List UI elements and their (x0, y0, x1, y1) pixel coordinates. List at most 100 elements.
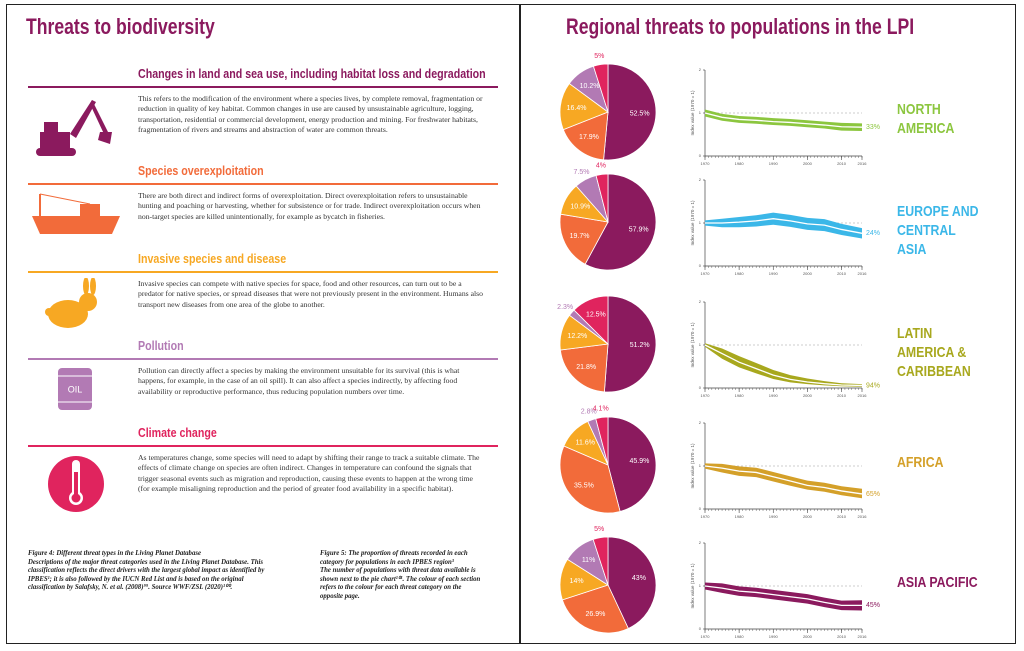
pie-slice (561, 584, 629, 634)
pie-label: 16.4% (567, 105, 587, 112)
y-tick-label: 0 (699, 385, 702, 390)
pie-slice (595, 173, 609, 223)
pie-slice (592, 63, 609, 113)
pie-slice (603, 63, 657, 161)
pie-label: 14% (570, 578, 584, 585)
pie-label: 17.9% (579, 134, 599, 141)
x-tick-label: 2016 (858, 514, 868, 519)
index-line (704, 344, 863, 387)
y-axis-label: Index value (1970 = 1) (690, 563, 695, 608)
thermometer-globe-icon (48, 456, 104, 512)
pie-slice (559, 343, 609, 393)
pie-label: 11.6% (576, 440, 595, 447)
pie-label: 21.8% (576, 364, 596, 371)
end-label: 24% (866, 230, 880, 237)
pie-slice (562, 111, 609, 161)
pie-slice (559, 445, 621, 514)
x-tick-label: 1990 (769, 514, 779, 519)
y-tick-label: 2 (699, 420, 702, 425)
pie-label: 12.5% (586, 312, 606, 319)
x-tick-label: 1990 (769, 393, 779, 398)
x-tick-label: 1980 (735, 514, 745, 519)
y-axis-label: Index value (1970 = 1) (690, 322, 695, 367)
x-tick-label: 1970 (701, 161, 711, 166)
rule (28, 183, 498, 185)
divider (519, 4, 521, 644)
rule (28, 86, 498, 88)
x-tick-label: 1970 (701, 634, 711, 639)
x-tick-label: 2000 (803, 393, 813, 398)
caption-title: Figure 5: The proportion of threats reco… (320, 550, 468, 566)
x-tick-label: 2010 (837, 161, 847, 166)
section-body: As temperatures change, some species wil… (138, 453, 480, 494)
y-tick-label: 2 (699, 177, 702, 182)
x-tick-label: 2000 (803, 271, 813, 276)
x-tick-label: 1980 (735, 634, 745, 639)
y-tick-label: 1 (699, 342, 702, 347)
section-body: Pollution can directly affect a species … (138, 366, 460, 396)
section-heading: Invasive species and disease (138, 251, 287, 266)
pie-label: 11% (582, 557, 596, 564)
y-axis-label: Index value (1970 = 1) (690, 90, 695, 135)
caption: Figure 5: The proportion of threats reco… (320, 550, 485, 602)
y-axis-label: Index value (1970 = 1) (690, 443, 695, 488)
page-title: Threats to biodiversity (26, 14, 215, 39)
end-label: 65% (866, 491, 880, 498)
section-heading: Climate change (138, 425, 217, 440)
caption-title: Figure 4: Different threat types in the … (28, 550, 202, 557)
index-line (704, 465, 863, 495)
confidence-band (705, 343, 862, 387)
pie-slice (559, 213, 609, 265)
section-heading: Changes in land and sea use, including h… (138, 66, 486, 81)
x-tick-label: 1980 (735, 393, 745, 398)
x-tick-label: 2016 (858, 161, 868, 166)
caption: Figure 4: Different threat types in the … (28, 550, 268, 593)
x-tick-label: 1980 (735, 271, 745, 276)
x-tick-label: 2000 (803, 161, 813, 166)
pie-label: 4% (596, 163, 606, 170)
x-tick-label: 2016 (858, 393, 868, 398)
x-tick-label: 1970 (701, 514, 711, 519)
icon-label: OIL (68, 384, 83, 394)
boat-icon (32, 193, 120, 234)
x-tick-label: 2010 (837, 393, 847, 398)
pie-label: 35.5% (574, 482, 594, 489)
pie-label: 7.5% (574, 169, 590, 176)
pie-slice (595, 416, 609, 466)
pie-label: 51.2% (630, 342, 650, 349)
x-tick-label: 2010 (837, 634, 847, 639)
pie-label: 4.1% (593, 406, 609, 413)
index-line (704, 585, 862, 606)
x-tick-label: 1990 (769, 271, 779, 276)
section-body: This refers to the modification of the e… (138, 94, 483, 135)
pie-label: 2.3% (557, 304, 573, 311)
y-tick-label: 0 (699, 506, 702, 511)
region-name: ASIA PACIFIC (897, 574, 978, 591)
section-body: Invasive species can compete with native… (138, 279, 483, 309)
rule (28, 445, 498, 447)
region-name: EUROPE AND CENTRAL ASIA (897, 203, 979, 258)
y-tick-label: 1 (699, 220, 702, 225)
confidence-band (705, 109, 862, 132)
end-label: 45% (866, 602, 880, 609)
x-tick-label: 1990 (769, 634, 779, 639)
x-tick-label: 2010 (837, 271, 847, 276)
y-tick-label: 0 (699, 626, 702, 631)
pie-label: 10.9% (570, 203, 590, 210)
caption-body: The number of populations with threat da… (320, 567, 481, 600)
x-tick-label: 1970 (701, 393, 711, 398)
y-tick-label: 1 (699, 110, 702, 115)
section-heading: Species overexploitation (138, 163, 264, 178)
section-body: There are both direct and indirect forms… (138, 191, 481, 221)
y-tick-label: 1 (699, 583, 702, 588)
rabbit-icon (45, 278, 97, 328)
pie-label: 52.5% (630, 110, 650, 117)
x-tick-label: 2000 (803, 514, 813, 519)
region-name: LATIN AMERICA & CARIBBEAN (897, 325, 971, 380)
pie-label: 5% (594, 53, 604, 60)
x-tick-label: 1990 (769, 161, 779, 166)
pie-slice (573, 295, 609, 345)
x-tick-label: 1970 (701, 271, 711, 276)
